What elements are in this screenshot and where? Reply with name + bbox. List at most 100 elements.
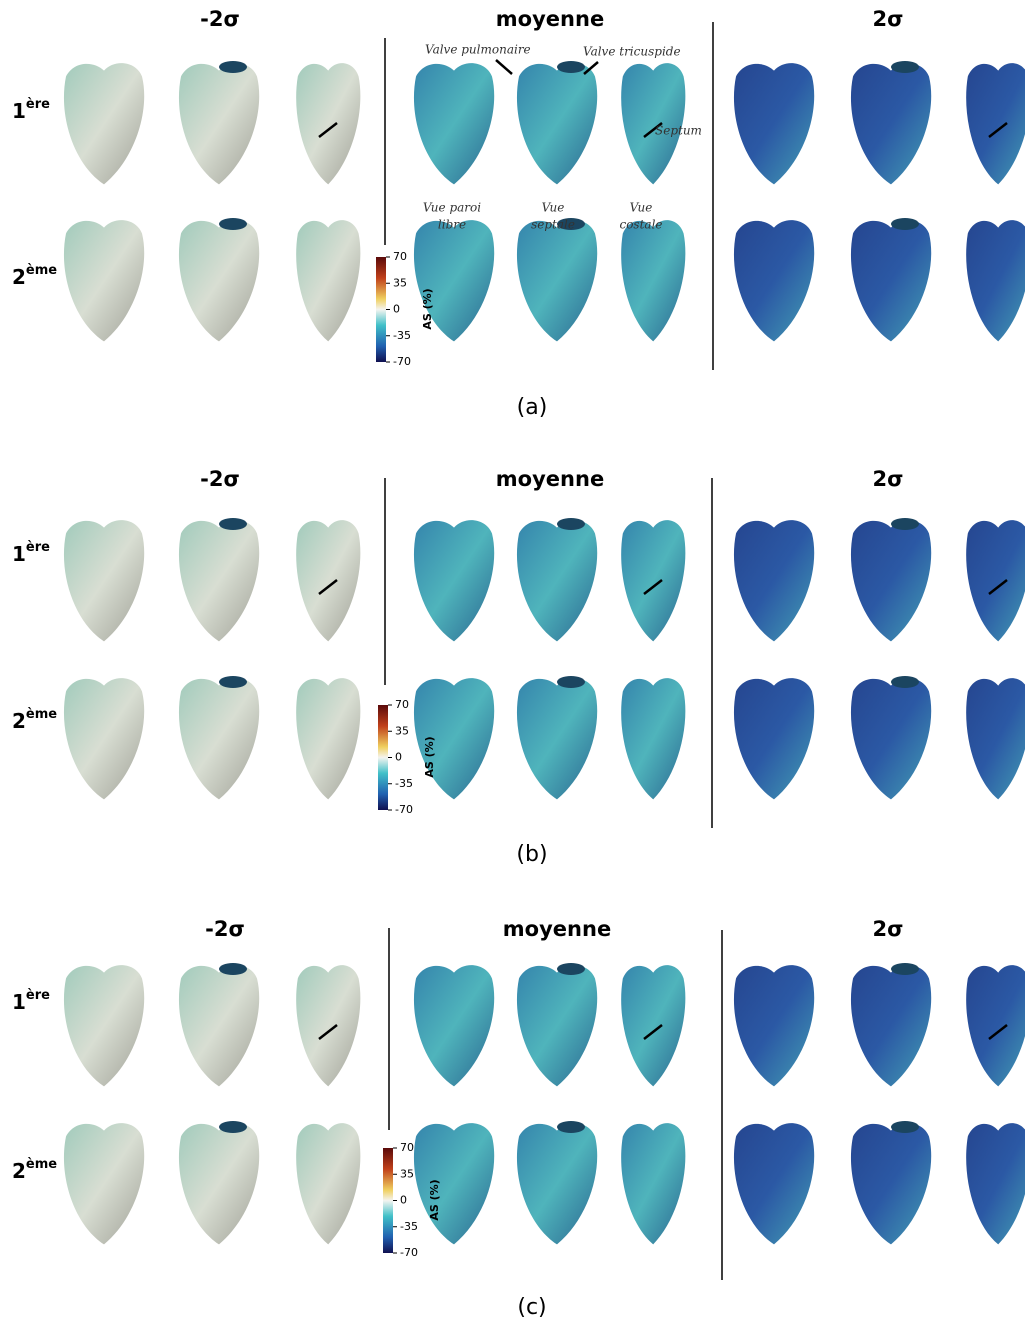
- colorbar-label: AS (%): [428, 1179, 441, 1220]
- heart-model: [733, 520, 815, 642]
- heart-model: [296, 220, 361, 342]
- colorbar-tick-label: 35: [393, 276, 407, 289]
- heart-model: [966, 63, 1025, 185]
- heart-model: [516, 220, 598, 342]
- heart-model: [63, 63, 145, 185]
- valve: [219, 518, 247, 530]
- heart-model: [966, 678, 1025, 800]
- heart-model: [413, 678, 495, 800]
- colorbar-label: AS (%): [423, 736, 436, 777]
- row-suffix: ère: [26, 97, 50, 112]
- row-label: 1ère: [12, 988, 50, 1014]
- column-title: 2σ: [873, 7, 904, 31]
- arrow: [495, 59, 513, 75]
- arrow: [583, 61, 599, 75]
- row-label: 1ère: [12, 97, 50, 123]
- heart-model: [413, 220, 495, 342]
- heart-model: [516, 520, 598, 642]
- colorbar-tick-label: -70: [400, 1246, 418, 1259]
- column-title: -2σ: [205, 917, 245, 941]
- colorbar: [383, 1148, 393, 1253]
- colorbar-tick-label: 35: [395, 724, 409, 737]
- view-label: Vue: [630, 201, 653, 215]
- row-number: 2: [12, 265, 26, 289]
- valve: [219, 61, 247, 73]
- heart-model: [733, 965, 815, 1087]
- heart-model: [850, 1123, 932, 1245]
- row-number: 2: [12, 709, 26, 733]
- colorbar-tick-label: -35: [393, 329, 411, 342]
- row-number: 2: [12, 1159, 26, 1183]
- column-title: moyenne: [496, 7, 604, 31]
- view-label: Vue paroi: [423, 201, 481, 215]
- heart-model: [296, 1123, 361, 1245]
- valve: [557, 218, 585, 230]
- valve: [557, 676, 585, 688]
- row-label: 2ème: [12, 263, 57, 289]
- row-label: 1ère: [12, 540, 50, 566]
- caption: (a): [517, 395, 548, 420]
- row-suffix: ème: [26, 263, 57, 278]
- colorbar-tick-label: -35: [400, 1220, 418, 1233]
- heart-model: [63, 220, 145, 342]
- valve: [891, 218, 919, 230]
- heart-model: [178, 520, 260, 642]
- row-suffix: ème: [26, 1157, 57, 1172]
- annotation: Valve tricuspide: [583, 45, 681, 59]
- row-suffix: ème: [26, 707, 57, 722]
- colorbar-tick-label: 70: [393, 250, 407, 263]
- row-label: 2ème: [12, 707, 57, 733]
- valve: [557, 1121, 585, 1133]
- row-number: 1: [12, 990, 26, 1014]
- arrow: [643, 579, 663, 595]
- heart-model: [966, 1123, 1025, 1245]
- arrow: [988, 1024, 1008, 1040]
- colorbar-tick-label: 0: [393, 303, 400, 316]
- heart-model: [413, 965, 495, 1087]
- colorbar: [378, 705, 388, 810]
- row-number: 1: [12, 542, 26, 566]
- valve: [891, 61, 919, 73]
- valve: [219, 1121, 247, 1133]
- heart-model: [178, 63, 260, 185]
- heart-model: [413, 1123, 495, 1245]
- heart-model: [850, 678, 932, 800]
- heart-model: [621, 678, 686, 800]
- column-title: moyenne: [503, 917, 611, 941]
- caption: (b): [516, 842, 547, 867]
- colorbar-tick-label: -35: [395, 777, 413, 790]
- heart-model: [516, 1123, 598, 1245]
- heart-model: [63, 965, 145, 1087]
- annotation: Valve pulmonaire: [425, 43, 531, 57]
- heart-model: [733, 220, 815, 342]
- view-label: costale: [619, 218, 662, 232]
- colorbar-tick-label: 70: [400, 1141, 414, 1154]
- heart-model: [966, 220, 1025, 342]
- heart-model: [296, 678, 361, 800]
- colorbar-tick-label: -70: [395, 803, 413, 816]
- heart-model: [733, 678, 815, 800]
- valve: [891, 518, 919, 530]
- heart-model: [516, 965, 598, 1087]
- heart-model: [296, 63, 361, 185]
- row-suffix: ère: [26, 540, 50, 555]
- view-label: Vue: [542, 201, 565, 215]
- valve: [891, 676, 919, 688]
- heart-model: [621, 520, 686, 642]
- column-title: -2σ: [200, 7, 240, 31]
- heart-model: [621, 1123, 686, 1245]
- heart-model: [516, 678, 598, 800]
- colorbar-tick-label: 0: [395, 751, 402, 764]
- arrow: [988, 122, 1008, 138]
- view-label: libre: [438, 218, 466, 232]
- caption: (c): [517, 1295, 546, 1320]
- heart-model: [296, 965, 361, 1087]
- valve: [557, 963, 585, 975]
- heart-model: [178, 220, 260, 342]
- heart-model: [733, 63, 815, 185]
- valve: [219, 218, 247, 230]
- heart-model: [413, 520, 495, 642]
- arrow: [318, 122, 338, 138]
- heart-model: [733, 1123, 815, 1245]
